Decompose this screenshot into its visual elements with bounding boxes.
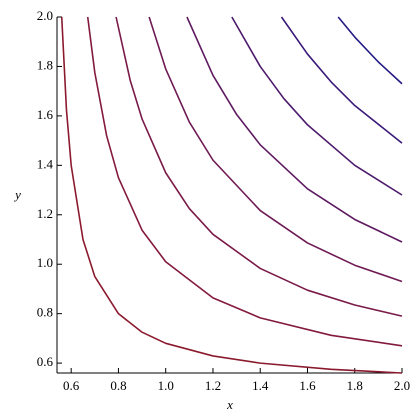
contour-line [280,16,403,144]
x-tick-label: 1.4 [252,378,269,393]
y-tick-label: 1.2 [37,206,53,221]
contour-line [60,16,403,374]
x-axis-label: x [226,397,233,412]
x-tick-label: 1.8 [347,378,363,393]
contour-line [86,16,403,347]
x-tick-label: 0.6 [63,378,80,393]
x-tick-label: 1.0 [158,378,174,393]
contour-line [231,16,403,196]
x-tick-label: 1.6 [299,378,316,393]
x-tick-label: 2.0 [394,378,410,393]
y-tick-label: 1.4 [37,156,54,171]
contour-line [115,16,403,317]
y-tick-label: 1.8 [37,57,53,72]
y-tick-label: 1.6 [37,107,54,122]
y-tick-label: 1.0 [37,255,53,270]
contour-line [148,16,403,283]
y-tick-label: 0.8 [37,305,53,320]
y-tick-label: 2.0 [37,8,53,23]
y-tick-label: 0.6 [37,354,54,369]
x-tick-label: 0.8 [110,378,126,393]
x-tick-label: 1.2 [205,378,221,393]
y-axis-label: y [13,187,21,202]
contour-line [186,16,403,243]
contour-line [337,16,403,85]
